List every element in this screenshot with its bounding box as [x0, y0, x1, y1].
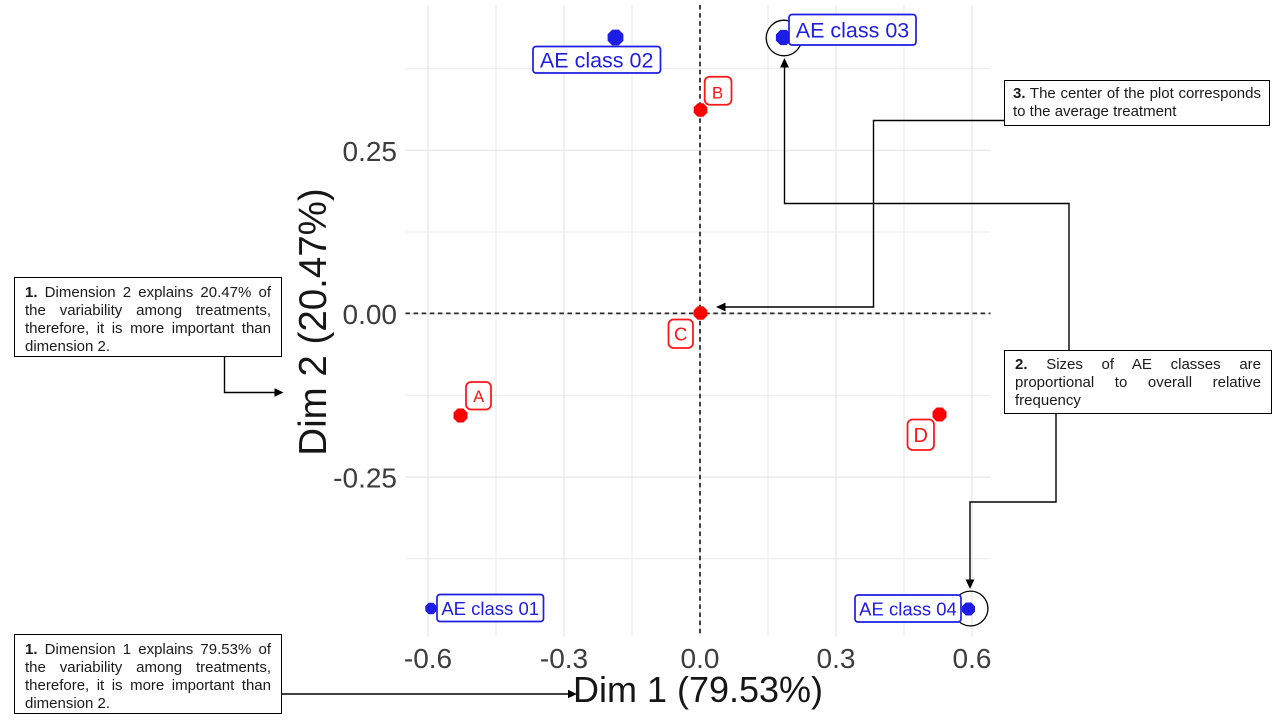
svg-text:AE class 02: AE class 02 [540, 49, 654, 73]
svg-text:-0.25: -0.25 [333, 463, 397, 494]
svg-text:C: C [674, 324, 687, 345]
svg-text:0.00: 0.00 [343, 299, 398, 330]
svg-text:0.6: 0.6 [953, 643, 992, 674]
svg-text:0.0: 0.0 [681, 643, 720, 674]
svg-text:Dim 2 (20.47%): Dim 2 (20.47%) [292, 188, 335, 455]
svg-text:AE class 01: AE class 01 [441, 598, 539, 619]
svg-text:D: D [913, 425, 927, 447]
svg-text:AE class 04: AE class 04 [859, 599, 957, 620]
svg-text:A: A [473, 388, 484, 406]
svg-text:B: B [712, 83, 723, 102]
svg-text:0.3: 0.3 [817, 643, 856, 674]
svg-text:0.25: 0.25 [343, 136, 398, 167]
svg-text:-0.3: -0.3 [540, 643, 588, 674]
svg-text:Dim 1 (79.53%): Dim 1 (79.53%) [573, 669, 823, 710]
svg-text:AE class 03: AE class 03 [796, 19, 910, 43]
svg-text:-0.6: -0.6 [404, 643, 452, 674]
